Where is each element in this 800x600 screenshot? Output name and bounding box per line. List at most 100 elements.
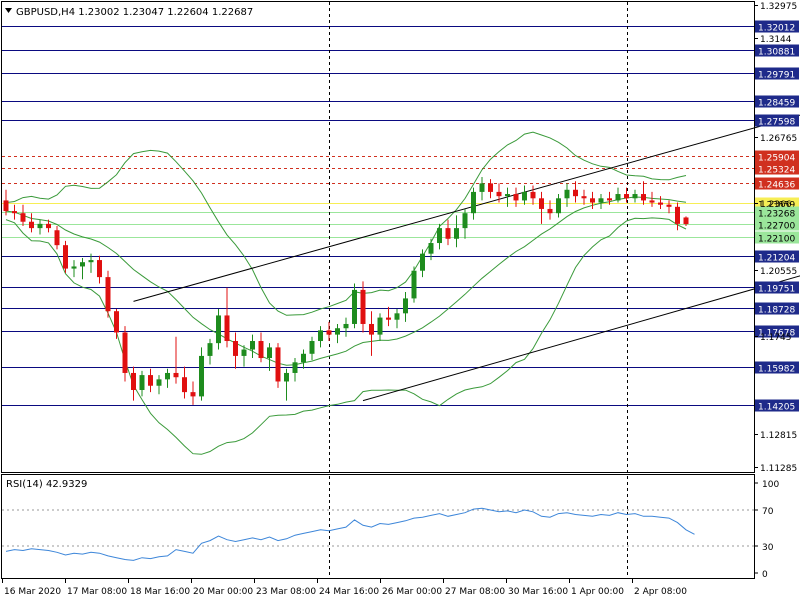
level-price-tag-text: 1.21204 — [758, 254, 795, 264]
rsi-scale-label: 30 — [762, 543, 774, 553]
vertical-separators — [329, 2, 628, 578]
candle-body — [564, 189, 570, 199]
candle-body — [148, 375, 153, 386]
candle-body — [199, 355, 204, 397]
candle-body — [683, 217, 689, 225]
rsi-panel-frame — [1, 474, 755, 579]
candle-body — [522, 191, 527, 201]
time-tick-label: 27 Mar 08:00 — [445, 587, 505, 597]
candle-body — [590, 198, 595, 203]
level-price-tag-text: 1.25324 — [758, 166, 795, 176]
price-tick-label: 1.32975 — [760, 2, 797, 12]
candle-body — [394, 313, 400, 320]
candle-body — [437, 228, 442, 244]
level-price-tag — [755, 150, 799, 163]
candle-body — [258, 341, 264, 359]
level-price-tag-text: 1.25904 — [758, 154, 795, 164]
rsi-scale-label: 100 — [762, 480, 779, 490]
candle-body — [207, 343, 213, 356]
candle-body — [386, 317, 391, 320]
symbol-info: GBPUSD,H4 1.23002 1.23047 1.22604 1.2268… — [16, 7, 253, 18]
candle-body — [539, 198, 544, 209]
rsi-label: RSI(14) 42.9329 — [6, 479, 87, 490]
dropdown-triangle-icon[interactable] — [5, 8, 12, 13]
candle-body — [97, 260, 102, 278]
candle-body — [224, 315, 230, 342]
level-price-tag — [755, 302, 799, 315]
rsi-indicator: 100 70 30 0 — [2, 480, 779, 580]
candle-body — [420, 253, 425, 271]
candle-body — [343, 323, 349, 329]
price-tick-label: 1.11285 — [760, 464, 797, 474]
candle-body — [301, 353, 306, 363]
time-tick-label: 17 Mar 08:00 — [67, 587, 127, 597]
candle-body — [20, 213, 26, 222]
channel-upper-line — [133, 114, 800, 302]
candle-body — [233, 341, 238, 356]
candle-body — [37, 223, 43, 229]
candle-body — [411, 270, 417, 299]
level-price-tag-text: 1.22700 — [758, 222, 795, 232]
time-tick-label: 1 Apr 00:00 — [571, 587, 624, 597]
candle-body — [352, 289, 357, 324]
level-price-tag-text: 1.22100 — [758, 235, 795, 245]
time-tick-label: 26 Mar 00:00 — [382, 587, 442, 597]
candle-body — [479, 183, 485, 192]
candle-body — [581, 196, 587, 199]
candle-body — [547, 208, 553, 214]
candle-body — [428, 243, 434, 254]
candle-body — [54, 230, 60, 246]
level-price-tag — [755, 95, 799, 108]
channel-lower-line — [362, 275, 800, 402]
level-price-tag-text: 1.24636 — [758, 181, 795, 191]
candle-body — [403, 298, 408, 314]
price-tick-label: 1.20555 — [760, 267, 797, 277]
candles — [3, 176, 689, 405]
candle-body — [63, 245, 68, 269]
bollinger-lower — [5, 217, 687, 455]
price-tick-label: 1.1745 — [760, 333, 792, 343]
time-tick-label: 23 Mar 08:00 — [256, 587, 316, 597]
bollinger-middle — [5, 196, 687, 366]
rsi-scale-label: 0 — [762, 570, 768, 580]
candle-body — [445, 228, 451, 239]
candle-body — [377, 317, 383, 335]
candle-body — [624, 194, 629, 199]
level-price-tag-text: 1.15982 — [758, 365, 795, 375]
candle-body — [139, 375, 145, 390]
candle-body — [505, 194, 510, 197]
level-price-tag-text: 1.17678 — [758, 329, 795, 339]
candle-body — [241, 349, 247, 356]
main-panel-frame — [1, 1, 755, 473]
candle-body — [360, 289, 366, 324]
level-price-tag — [755, 114, 799, 127]
price-tick-label: 1.3144 — [760, 35, 792, 45]
candle-body — [292, 362, 298, 373]
candle-body — [80, 262, 85, 267]
level-price-tag — [755, 250, 799, 263]
level-price-tag-text: 1.14205 — [758, 403, 795, 413]
candle-body — [275, 347, 281, 382]
time-tick-label: 20 Mar 00:00 — [193, 587, 253, 597]
candle-body — [12, 211, 17, 214]
level-price-tag — [755, 218, 799, 231]
candle-body — [309, 341, 315, 354]
level-price-tag — [755, 177, 799, 190]
level-price-tag-text: 1.23268 — [758, 210, 795, 220]
level-price-tag — [755, 206, 799, 219]
horizontal-levels — [2, 26, 754, 406]
candle-body — [216, 315, 221, 344]
candle-body — [114, 311, 119, 333]
candle-body — [496, 191, 502, 197]
candle-body — [190, 392, 196, 397]
bollinger-upper — [5, 131, 687, 316]
level-price-tag-text: 1.29791 — [758, 71, 795, 81]
candle-body — [88, 260, 94, 263]
level-price-tag — [755, 281, 799, 294]
level-price-tag — [755, 162, 799, 175]
bollinger-bands — [5, 131, 687, 455]
candle-body — [598, 198, 604, 203]
level-price-tag-text: 1.30881 — [758, 48, 795, 58]
candle-body — [369, 323, 374, 335]
